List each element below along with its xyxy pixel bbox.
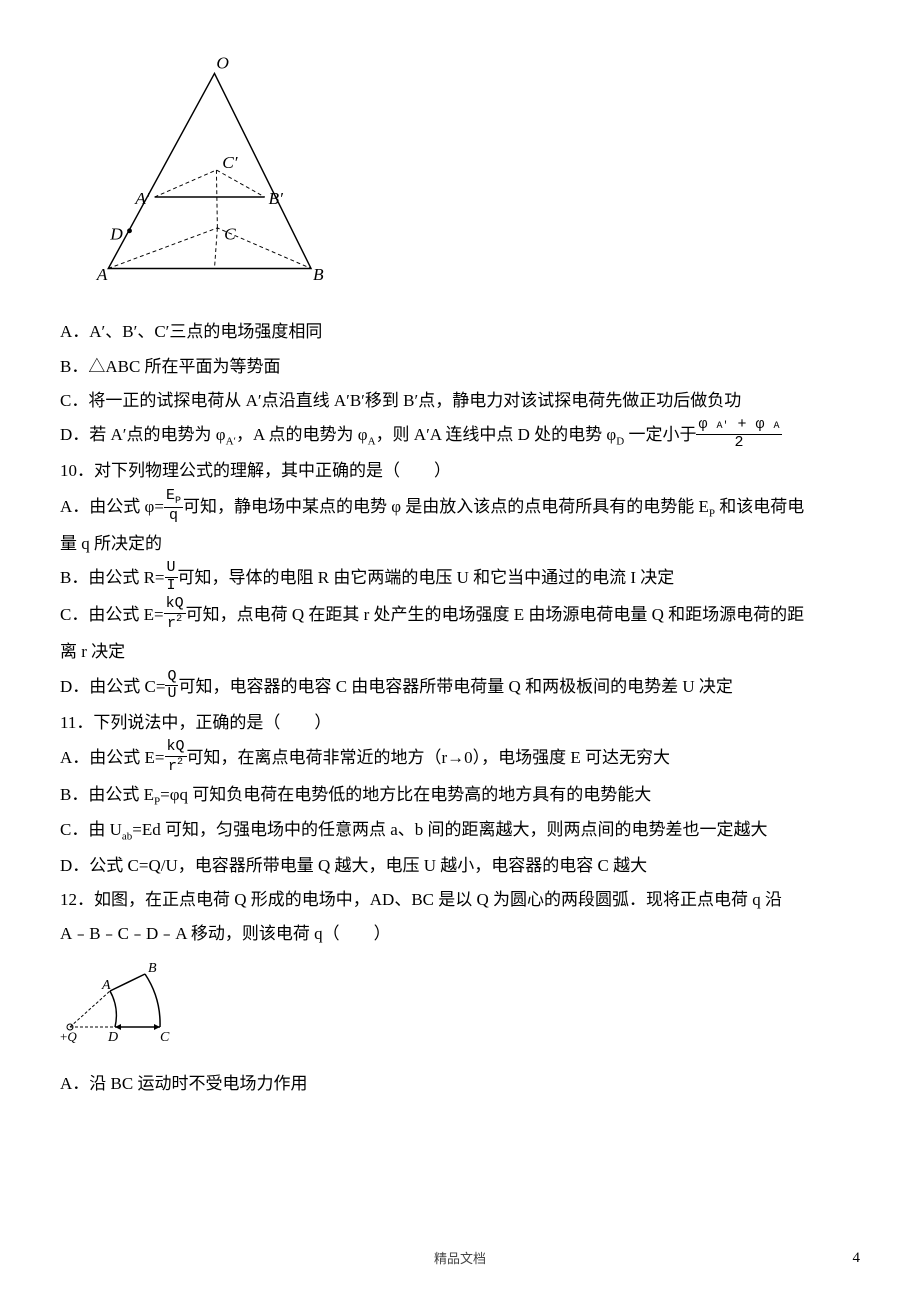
text: B．由公式 E: [60, 785, 154, 804]
text: 可知，点电荷 Q 在距其 r 处产生的电场强度 E 由场源电荷电量 Q 和距场源…: [186, 605, 805, 624]
q10-option-c-cont: 离 r 决定: [60, 636, 860, 668]
text: 量 q 所决定的: [60, 534, 162, 553]
text: 10．对下列物理公式的理解，其中正确的是（ ）: [60, 461, 451, 480]
fraction: EPq: [164, 488, 183, 525]
text: ，A 点的电势为 φ: [236, 425, 368, 444]
svg-text:C: C: [224, 225, 236, 244]
q11-option-b: B．由公式 EP=φq 可知负电荷在电势低的地方比在电势高的地方具有的电势能大: [60, 779, 860, 812]
q9-option-a: A．A′、B′、C′三点的电场强度相同: [60, 316, 860, 348]
q12-stem-cont: A﹣B﹣C﹣D﹣A 移动，则该电荷 q（ ）: [60, 918, 860, 950]
text: B．由公式 R=: [60, 568, 165, 587]
fraction: φ A′ + φ A2: [696, 417, 781, 451]
q11-option-c: C．由 Uab=Ed 可知，匀强电场中的任意两点 a、b 间的距离越大，则两点间…: [60, 814, 860, 847]
text: 离 r 决定: [60, 642, 125, 661]
text: 和该电荷电: [715, 497, 804, 516]
text: A．由公式 φ=: [60, 497, 164, 516]
text: ，则 A′A 连线中点 D 处的电势 φ: [376, 425, 617, 444]
text: A﹣B﹣C﹣D﹣A 移动，则该电荷 q（ ）: [60, 924, 391, 943]
text: A．A′、B′、C′三点的电场强度相同: [60, 322, 322, 341]
diagram-triangle: O C′ A′ B′ D C A B: [60, 50, 860, 301]
text: D．公式 C=Q/U，电容器所带电量 Q 越大，电压 U 越小，电容器的电容 C…: [60, 856, 647, 875]
text: 12．如图，在正点电荷 Q 形成的电场中，AD、BC 是以 Q 为圆心的两段圆弧…: [60, 890, 782, 909]
q10-option-a: A．由公式 φ=EPq可知，静电场中某点的电势 φ 是由放入该点的点电荷所具有的…: [60, 490, 860, 527]
fraction: kQr2: [164, 596, 186, 632]
numerator: U: [165, 560, 178, 578]
svg-text:B′: B′: [269, 189, 285, 208]
q10-stem: 10．对下列物理公式的理解，其中正确的是（ ）: [60, 455, 860, 487]
denominator: q: [164, 508, 183, 525]
numerator: kQ: [164, 596, 186, 614]
text: 可知，电容器的电容 C 由电容器所带电荷量 Q 和两极板间的电势差 U 决定: [178, 677, 732, 696]
text: D．由公式 C=: [60, 677, 165, 696]
q12-option-a: A．沿 BC 运动时不受电场力作用: [60, 1068, 860, 1100]
text: C．将一正的试探电荷从 A′点沿直线 A′B′移到 B′点，静电力对该试探电荷先…: [60, 391, 741, 410]
numerator: Q: [165, 669, 178, 687]
q9-option-d: D．若 A′点的电势为 φA′，A 点的电势为 φA，则 A′A 连线中点 D …: [60, 419, 860, 453]
denominator: U: [165, 686, 178, 703]
text: 可知，在离点电荷非常近的地方（r→0），电场强度 E 可达无穷大: [187, 748, 671, 767]
svg-text:A: A: [96, 265, 108, 284]
svg-text:D: D: [107, 1030, 118, 1045]
svg-text:B: B: [313, 265, 324, 284]
svg-text:B: B: [148, 961, 157, 976]
q10-option-c: C．由公式 E=kQr2可知，点电荷 Q 在距其 r 处产生的电场强度 E 由场…: [60, 598, 860, 634]
svg-text:O: O: [216, 54, 229, 73]
denominator: I: [165, 578, 178, 595]
text: =φq 可知负电荷在电势低的地方比在电势高的地方具有的电势能大: [160, 785, 651, 804]
sub: ab: [122, 831, 132, 843]
svg-text:C: C: [160, 1030, 170, 1045]
diagram-arcs: B A +Q D C: [60, 959, 860, 1060]
text: =Ed 可知，匀强电场中的任意两点 a、b 间的距离越大，则两点间的电势差也一定…: [132, 820, 767, 839]
sub: A: [368, 436, 376, 448]
q11-stem: 11．下列说法中，正确的是（ ）: [60, 707, 860, 739]
text: 精品文档: [434, 1251, 486, 1266]
denominator: 2: [696, 435, 781, 452]
fraction: QU: [165, 669, 178, 703]
svg-text:D: D: [109, 225, 123, 244]
text: 11．下列说法中，正确的是（ ）: [60, 713, 331, 732]
text: D．若 A′点的电势为 φ: [60, 425, 226, 444]
text: A．沿 BC 运动时不受电场力作用: [60, 1074, 307, 1093]
text: 4: [853, 1250, 861, 1266]
q9-option-b: B．△ABC 所在平面为等势面: [60, 351, 860, 383]
sub: A′: [226, 436, 236, 448]
q11-option-d: D．公式 C=Q/U，电容器所带电量 Q 越大，电压 U 越小，电容器的电容 C…: [60, 850, 860, 882]
denominator: r2: [164, 614, 186, 633]
text: 可知，静电场中某点的电势 φ 是由放入该点的点电荷所具有的电势能 E: [183, 497, 709, 516]
svg-text:A′: A′: [134, 189, 151, 208]
page-number: 4: [853, 1244, 861, 1273]
denominator: r2: [165, 757, 187, 776]
numerator: kQ: [165, 739, 187, 757]
text: 一定小于: [624, 425, 696, 444]
footer-text: 精品文档: [0, 1247, 920, 1272]
text: A．由公式 E=: [60, 748, 165, 767]
text: C．由公式 E=: [60, 605, 164, 624]
numerator: EP: [164, 488, 183, 508]
text: 可知，导体的电阻 R 由它两端的电压 U 和它当中通过的电流 I 决定: [178, 568, 675, 587]
text: C．由 U: [60, 820, 122, 839]
q12-stem: 12．如图，在正点电荷 Q 形成的电场中，AD、BC 是以 Q 为圆心的两段圆弧…: [60, 884, 860, 916]
sub: D: [616, 436, 624, 448]
svg-text:+Q: +Q: [60, 1029, 77, 1044]
text: B．△ABC 所在平面为等势面: [60, 357, 281, 376]
q10-option-b: B．由公式 R=UI可知，导体的电阻 R 由它两端的电压 U 和它当中通过的电流…: [60, 562, 860, 596]
q9-option-c: C．将一正的试探电荷从 A′点沿直线 A′B′移到 B′点，静电力对该试探电荷先…: [60, 385, 860, 417]
svg-text:C′: C′: [222, 153, 239, 172]
fraction: UI: [165, 560, 178, 594]
q11-option-a: A．由公式 E=kQr2可知，在离点电荷非常近的地方（r→0），电场强度 E 可…: [60, 741, 860, 777]
q10-option-a-cont: 量 q 所决定的: [60, 528, 860, 560]
numerator: φ A′ + φ A: [696, 417, 781, 435]
fraction: kQr2: [165, 739, 187, 775]
svg-text:A: A: [101, 978, 111, 993]
q10-option-d: D．由公式 C=QU可知，电容器的电容 C 由电容器所带电荷量 Q 和两极板间的…: [60, 671, 860, 705]
